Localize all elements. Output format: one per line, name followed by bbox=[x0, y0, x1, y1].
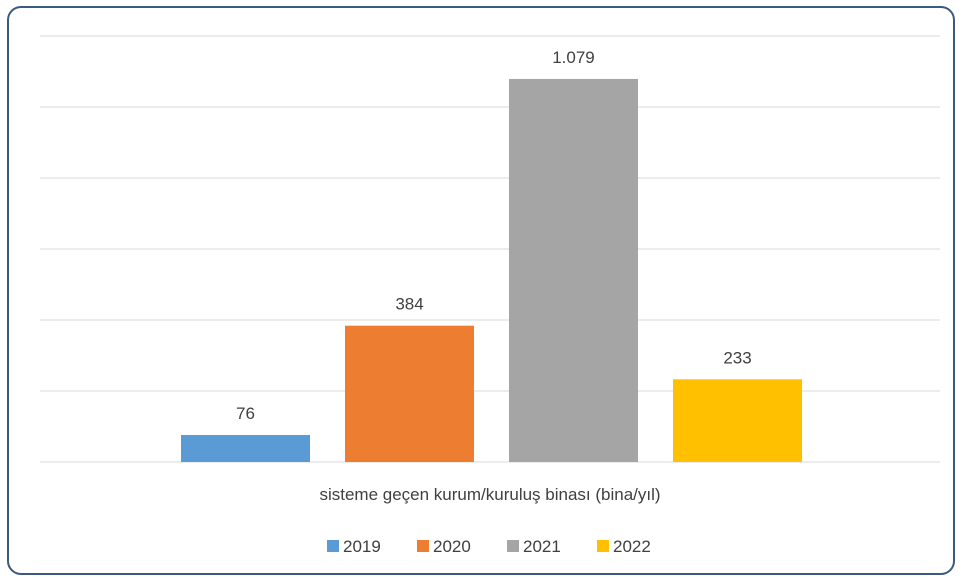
chart-frame bbox=[7, 6, 955, 575]
legend-swatch bbox=[597, 540, 609, 552]
legend-item-2019: 2019 bbox=[327, 537, 381, 556]
bar-2019 bbox=[181, 435, 310, 462]
data-label-2020: 384 bbox=[395, 295, 423, 314]
legend: 2019 2020 2021 2022 bbox=[327, 537, 651, 556]
legend-swatch bbox=[327, 540, 339, 552]
data-label-2021: 1.079 bbox=[552, 48, 595, 67]
legend-swatch bbox=[417, 540, 429, 552]
data-labels: 76 384 1.079 233 bbox=[236, 48, 752, 423]
legend-item-2021: 2021 bbox=[507, 537, 561, 556]
legend-item-2020: 2020 bbox=[417, 537, 471, 556]
data-label-2019: 76 bbox=[236, 404, 255, 423]
bars bbox=[181, 78, 802, 462]
bar-2021 bbox=[509, 78, 638, 462]
bar-2022 bbox=[673, 379, 802, 462]
category-label: sisteme geçen kurum/kuruluş binası (bina… bbox=[319, 485, 660, 504]
data-label-2022: 233 bbox=[723, 348, 751, 367]
bar-2020 bbox=[345, 325, 474, 462]
legend-item-2022: 2022 bbox=[597, 537, 651, 556]
legend-label: 2021 bbox=[523, 537, 561, 556]
legend-label: 2020 bbox=[433, 537, 471, 556]
legend-swatch bbox=[507, 540, 519, 552]
legend-label: 2019 bbox=[343, 537, 381, 556]
gridlines bbox=[40, 35, 940, 463]
legend-label: 2022 bbox=[613, 537, 651, 556]
